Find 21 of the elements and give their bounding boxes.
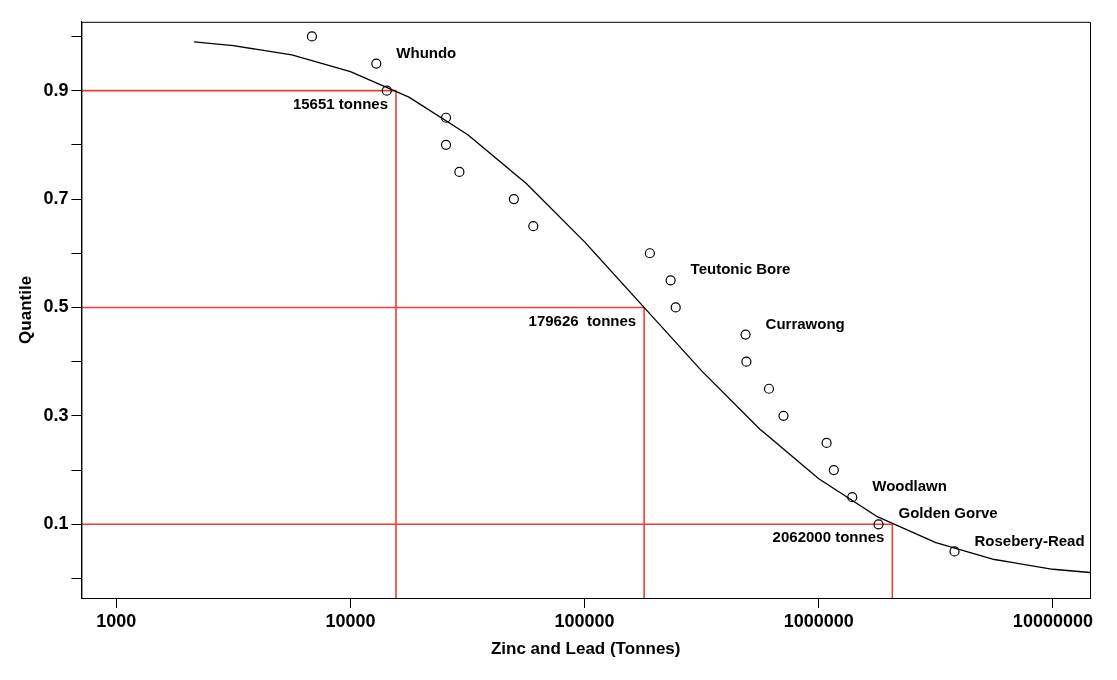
annotation: Rosebery-Read: [974, 531, 1085, 549]
y-tick-label: 0.1: [43, 513, 69, 534]
annotation: Woodlawn: [872, 477, 947, 495]
annotation: 15651 tonnes: [292, 94, 388, 112]
x-axis-title: Zinc and Lead (Tonnes): [490, 639, 681, 659]
annotation: 2062000 tonnes: [772, 528, 885, 546]
y-tick-label: 0.3: [43, 404, 69, 425]
annotation: Whundo: [396, 43, 457, 61]
x-tick-label: 10000: [325, 610, 376, 631]
annotation: 179626 tonnes: [528, 311, 637, 329]
y-tick-label: 0.5: [43, 296, 69, 317]
x-tick-label: 10000000: [1012, 610, 1093, 631]
annotation: Teutonic Bore: [690, 260, 791, 278]
y-axis-title: Quantile: [15, 275, 35, 344]
x-tick-label: 1000000: [783, 610, 854, 631]
x-tick-label: 100000: [554, 610, 615, 631]
x-tick-label: 1000: [96, 610, 137, 631]
y-tick-label: 0.9: [43, 79, 69, 100]
annotation: Currawong: [765, 314, 845, 332]
y-tick-label: 0.7: [43, 188, 69, 209]
annotation: Golden Gorve: [898, 504, 998, 522]
